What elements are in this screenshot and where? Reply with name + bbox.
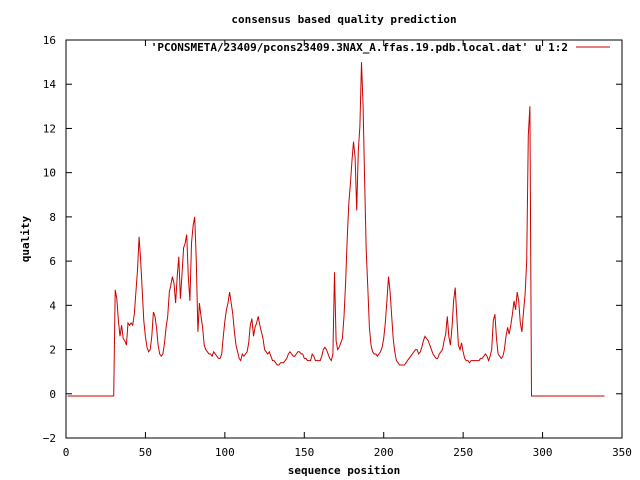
x-tick-label: 50 [139,446,152,459]
y-tick-label: 14 [43,78,57,91]
x-tick-label: 100 [215,446,235,459]
series-line [67,62,605,397]
chart-title: consensus based quality prediction [231,13,456,26]
y-tick-label: 8 [49,211,56,224]
x-axis-label: sequence position [288,464,401,477]
y-tick-label: 16 [43,34,56,47]
x-tick-label: 250 [453,446,473,459]
y-tick-label: 2 [49,344,56,357]
y-tick-label: 6 [49,255,56,268]
x-tick-label: 0 [63,446,70,459]
y-tick-label: −2 [43,432,56,445]
plot-frame [65,39,623,439]
y-tick-label: 10 [43,167,56,180]
x-tick-label: 150 [294,446,314,459]
x-tick-label: 350 [612,446,632,459]
y-axis-label: quality [19,215,32,262]
x-tick-label: 300 [533,446,553,459]
y-axis-ticks: −2 0 2 4 6 8 10 12 14 16 [43,34,622,445]
x-tick-label: 200 [374,446,394,459]
legend: 'PCONSMETA/23409/pcons23409.3NAX_A.ffas.… [151,41,610,54]
x-axis-ticks: 0 50 100 150 200 250 300 350 [63,40,632,459]
y-tick-label: 4 [49,299,56,312]
y-tick-label: 0 [49,388,56,401]
y-tick-label: 12 [43,122,56,135]
legend-entry-label: 'PCONSMETA/23409/pcons23409.3NAX_A.ffas.… [151,41,568,54]
